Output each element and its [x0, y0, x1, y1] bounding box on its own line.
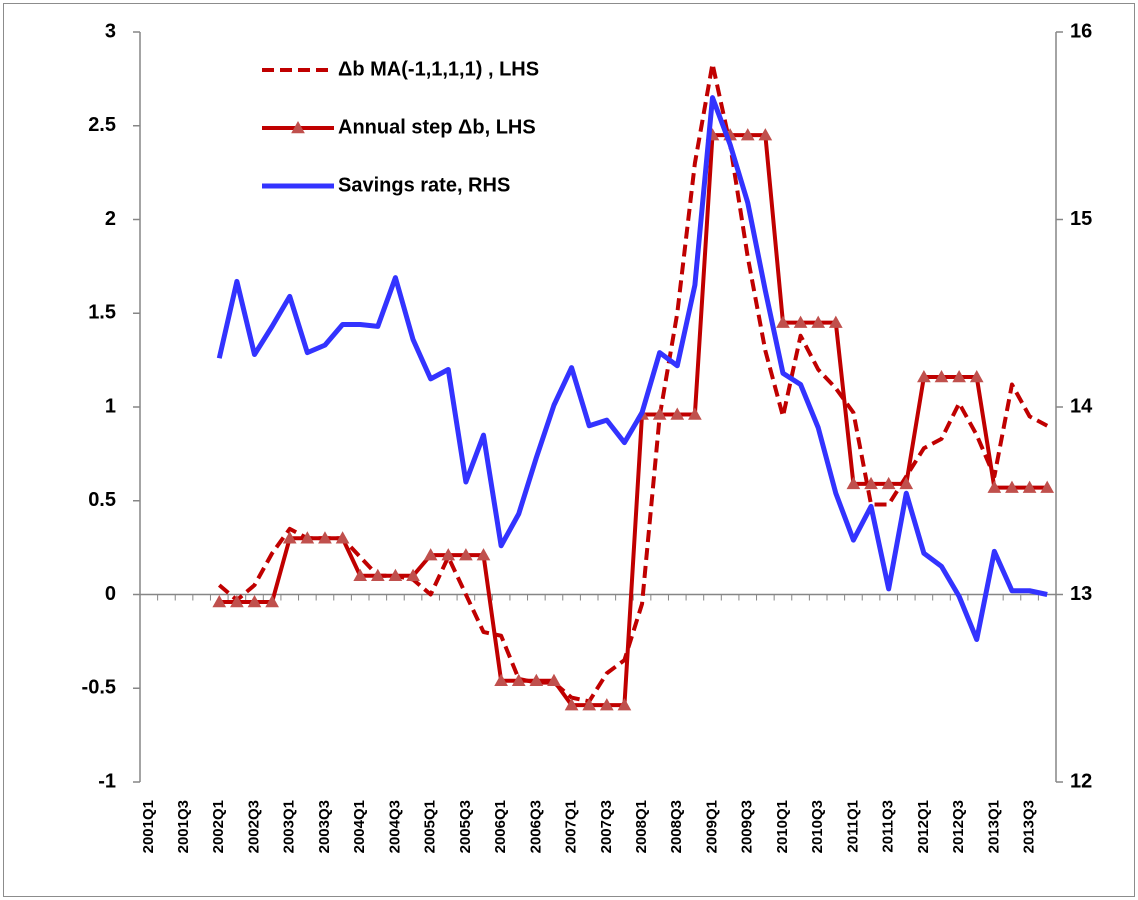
marker	[476, 548, 491, 561]
marker	[441, 548, 456, 561]
legend-label: Annual step Δb, LHS	[338, 116, 536, 138]
marker	[952, 369, 966, 383]
marker	[353, 568, 368, 582]
y-tick-label: 1.5	[88, 302, 116, 324]
marker	[934, 369, 949, 383]
marker	[846, 476, 861, 490]
marker	[529, 673, 544, 687]
marker	[617, 698, 632, 711]
marker	[582, 698, 597, 711]
x-tick-label: 2006Q1	[492, 800, 509, 853]
y2-tick-label: 12	[1070, 770, 1092, 792]
legend-label: Savings rate, RHS	[338, 174, 510, 196]
x-tick-label: 2007Q1	[563, 800, 580, 853]
x-tick-label: 2005Q1	[422, 800, 439, 853]
y-tick-label: -0.5	[82, 677, 116, 699]
marker	[987, 480, 1002, 493]
x-tick-label: 2008Q1	[633, 800, 650, 853]
x-tick-label: 2008Q3	[668, 800, 685, 853]
y-tick-label: 2	[105, 208, 116, 230]
marker	[335, 531, 350, 544]
marker	[423, 548, 438, 561]
marker	[459, 548, 473, 561]
marker	[758, 128, 773, 141]
marker	[740, 128, 755, 141]
x-tick-label: 2013Q1	[985, 800, 1002, 853]
x-tick-label: 2004Q3	[386, 800, 403, 853]
y-tick-label: 1	[105, 395, 116, 417]
y2-tick-label: 15	[1070, 208, 1092, 230]
x-tick-label: 2002Q3	[245, 800, 262, 853]
marker	[247, 594, 262, 608]
series-line	[219, 133, 1048, 708]
x-tick-label: 2005Q3	[457, 800, 474, 853]
y2-tick-label: 16	[1070, 20, 1092, 42]
marker	[688, 407, 702, 420]
marker	[547, 673, 561, 687]
marker	[282, 531, 297, 544]
marker	[899, 476, 914, 490]
x-tick-label: 2013Q3	[1021, 800, 1038, 853]
marker	[318, 531, 332, 544]
marker	[300, 531, 315, 544]
marker	[1040, 480, 1055, 493]
marker	[406, 568, 420, 582]
x-tick-label: 2011Q3	[880, 800, 897, 853]
marker	[969, 369, 984, 383]
y-tick-label: 0.5	[88, 489, 116, 511]
x-tick-label: 2004Q1	[351, 800, 368, 853]
y-tick-label: 2.5	[88, 114, 116, 136]
marker	[599, 698, 614, 711]
marker	[811, 315, 826, 328]
marker	[212, 594, 227, 608]
y-tick-label: -1	[98, 770, 116, 792]
x-tick-label: 2012Q1	[915, 800, 932, 853]
marker	[776, 315, 790, 328]
marker	[793, 315, 808, 328]
y2-tick-label: 14	[1070, 395, 1093, 417]
marker	[881, 476, 896, 490]
x-tick-label: 2011Q1	[844, 800, 861, 853]
marker	[917, 369, 931, 383]
x-tick-label: 2010Q3	[809, 800, 826, 853]
x-tick-label: 2002Q1	[210, 800, 227, 853]
marker	[1022, 480, 1037, 493]
legend-marker	[291, 120, 305, 134]
y2-tick-label: 13	[1070, 583, 1092, 605]
marker	[388, 568, 403, 582]
y-tick-label: 3	[105, 20, 116, 42]
x-tick-label: 2003Q1	[281, 800, 298, 853]
x-tick-label: 2001Q3	[175, 800, 192, 853]
x-tick-label: 2006Q3	[527, 800, 544, 853]
x-tick-label: 2009Q3	[739, 800, 756, 853]
marker	[511, 673, 526, 687]
legend-label: Δb MA(-1,1,1,1) , LHS	[338, 58, 539, 80]
chart-border	[3, 3, 1135, 897]
marker	[494, 673, 508, 687]
series-line	[217, 61, 1049, 704]
marker	[370, 568, 385, 582]
x-tick-label: 2010Q1	[774, 800, 791, 853]
marker	[864, 476, 878, 490]
marker	[230, 594, 244, 608]
marker	[828, 315, 843, 328]
x-tick-label: 2001Q1	[140, 800, 157, 853]
marker	[670, 407, 685, 420]
y-tick-label: 0	[105, 583, 116, 605]
marker	[1005, 480, 1019, 493]
x-tick-label: 2012Q3	[950, 800, 967, 853]
marker	[265, 594, 279, 608]
marker	[564, 698, 579, 711]
marker	[652, 407, 667, 420]
x-tick-label: 2003Q3	[316, 800, 333, 853]
series-line	[216, 95, 1048, 642]
x-tick-label: 2007Q3	[598, 800, 615, 853]
x-tick-label: 2009Q1	[703, 800, 720, 853]
